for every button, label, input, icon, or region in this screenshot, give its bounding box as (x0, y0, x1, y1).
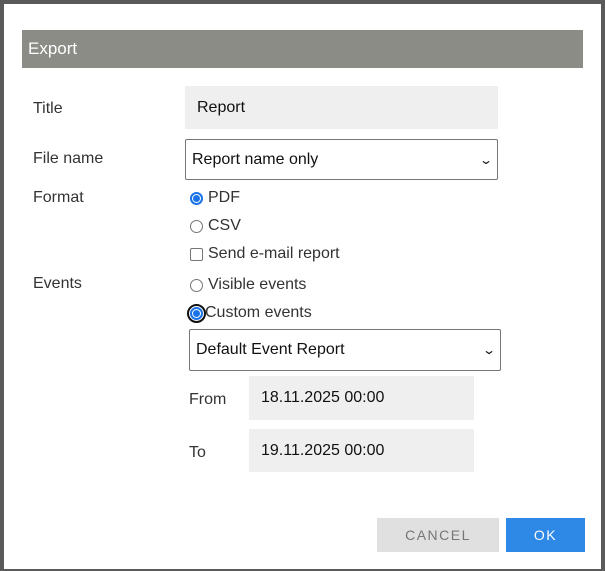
radio-selected-icon[interactable] (187, 303, 206, 323)
file-name-label: File name (33, 150, 104, 167)
format-label: Format (33, 189, 84, 206)
custom-events-label: Custom events (205, 304, 312, 321)
dialog-title: Export (22, 30, 583, 68)
ok-button[interactable]: OK (506, 518, 585, 552)
event-report-value: Default Event Report (196, 341, 345, 358)
chevron-down-icon: ⌄ (481, 343, 497, 357)
format-pdf-label: PDF (208, 189, 240, 206)
format-pdf-radio[interactable]: PDF (190, 189, 240, 207)
title-input[interactable]: Report (185, 86, 498, 129)
cancel-button[interactable]: CANCEL (377, 518, 499, 552)
from-input[interactable]: 18.11.2025 00:00 (249, 376, 474, 420)
visible-events-radio[interactable]: Visible events (190, 276, 306, 294)
checkbox-icon[interactable] (190, 247, 203, 261)
to-input[interactable]: 19.11.2025 00:00 (249, 429, 474, 472)
events-label: Events (33, 275, 82, 292)
radio-selected-icon[interactable] (190, 191, 203, 205)
file-name-select[interactable]: Report name only ⌄ (185, 139, 498, 180)
export-dialog: Export Title Report File name Report nam… (4, 4, 601, 569)
radio-icon[interactable] (190, 278, 203, 292)
title-label: Title (33, 100, 63, 117)
file-name-value: Report name only (192, 150, 319, 168)
radio-icon[interactable] (190, 219, 203, 233)
format-csv-radio[interactable]: CSV (190, 217, 241, 235)
to-label: To (189, 444, 206, 461)
chevron-down-icon: ⌄ (478, 152, 494, 167)
from-label: From (189, 391, 227, 408)
format-csv-label: CSV (208, 217, 241, 234)
visible-events-label: Visible events (208, 276, 307, 293)
send-email-checkbox[interactable]: Send e-mail report (190, 245, 340, 263)
event-report-select[interactable]: Default Event Report ⌄ (189, 329, 501, 371)
custom-events-radio[interactable]: Custom events (187, 303, 312, 323)
send-email-label: Send e-mail report (208, 245, 340, 262)
